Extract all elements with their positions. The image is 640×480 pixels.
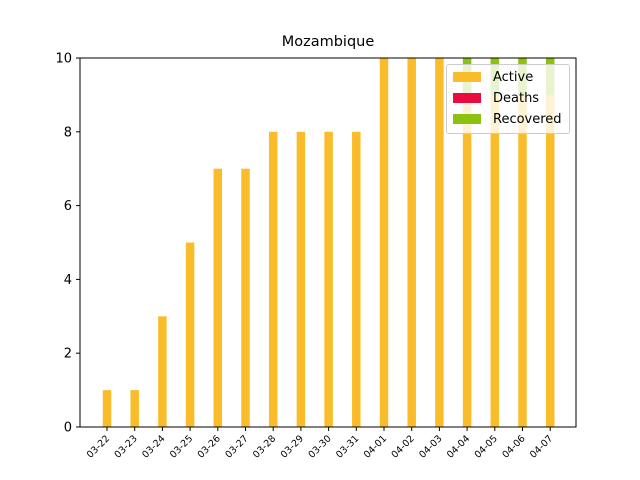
x-tick-label: 03-31 xyxy=(334,433,361,460)
y-tick-label: 2 xyxy=(64,347,72,362)
bar-active-04-07 xyxy=(545,94,555,427)
bar-active-04-03 xyxy=(435,58,444,427)
bar-active-03-29 xyxy=(296,131,306,427)
bar-active-03-23 xyxy=(130,390,139,427)
legend-swatch-recovered xyxy=(453,114,481,124)
x-tick-label: 03-27 xyxy=(223,433,250,460)
legend-item-deaths: Deaths xyxy=(453,90,539,106)
bar-active-03-31 xyxy=(352,131,361,427)
bar-active-03-27 xyxy=(241,168,250,427)
chart-legend: Active Deaths Recovered xyxy=(446,64,570,134)
x-tick-label: 03-25 xyxy=(168,433,195,460)
y-tick-label: 10 xyxy=(55,52,72,67)
bar-active-03-25 xyxy=(185,242,195,427)
legend-item-active: Active xyxy=(453,69,533,85)
bar-active-04-01 xyxy=(379,58,389,427)
x-tick-label: 03-24 xyxy=(140,433,167,460)
x-tick-label: 03-22 xyxy=(85,433,112,460)
x-tick-label: 03-30 xyxy=(306,433,333,460)
bars-group xyxy=(102,58,555,427)
x-tick-label: 04-04 xyxy=(445,433,472,460)
x-tick-label: 04-06 xyxy=(500,433,527,460)
y-tick-label: 8 xyxy=(64,125,72,140)
x-tick-label: 03-28 xyxy=(251,433,278,460)
bar-active-03-30 xyxy=(324,131,333,427)
legend-item-recovered: Recovered xyxy=(453,111,562,127)
x-tick-label: 03-29 xyxy=(279,433,306,460)
bar-active-03-26 xyxy=(213,168,223,427)
x-tick-label: 04-02 xyxy=(390,433,417,460)
bar-active-04-02 xyxy=(407,58,416,427)
x-tick-label: 04-07 xyxy=(528,433,555,460)
x-tick-label: 03-26 xyxy=(196,433,223,460)
x-tick-label: 04-03 xyxy=(417,433,444,460)
legend-swatch-active xyxy=(453,72,481,82)
y-tick-label: 6 xyxy=(64,199,72,214)
bar-active-04-06 xyxy=(518,94,527,427)
bar-active-04-04 xyxy=(462,94,472,427)
legend-label-recovered: Recovered xyxy=(493,111,562,127)
plot-frame xyxy=(79,57,577,428)
chart-title: Mozambique xyxy=(281,34,375,50)
x-tick-label: 04-01 xyxy=(362,433,389,460)
legend-swatch-deaths xyxy=(453,93,481,103)
legend-label-active: Active xyxy=(493,69,534,85)
y-tick-label: 4 xyxy=(64,273,72,288)
legend-label-deaths: Deaths xyxy=(493,90,540,106)
y-tick-label: 0 xyxy=(64,421,72,436)
bar-active-03-24 xyxy=(158,316,167,427)
bar-active-03-22 xyxy=(102,390,112,427)
x-tick-label: 04-05 xyxy=(473,433,500,460)
bar-active-03-28 xyxy=(268,131,278,427)
x-tick-label: 03-23 xyxy=(113,433,140,460)
bar-active-04-05 xyxy=(490,94,500,427)
